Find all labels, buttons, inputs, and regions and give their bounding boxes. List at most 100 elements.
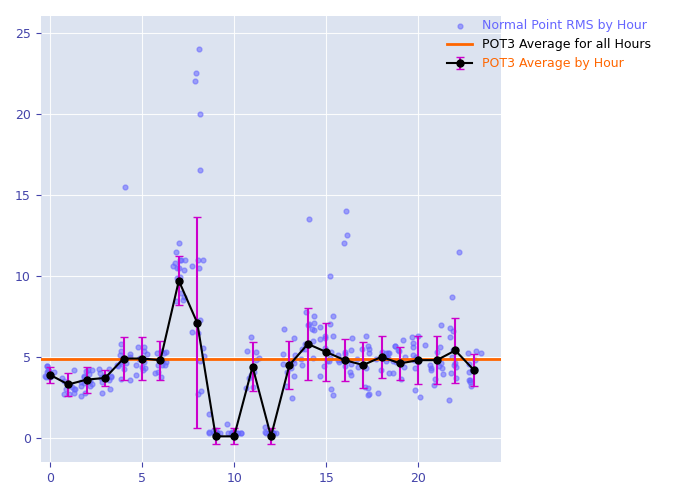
Normal Point RMS by Hour bbox=[324, 354, 335, 362]
Normal Point RMS by Hour bbox=[186, 328, 197, 336]
Normal Point RMS by Hour bbox=[278, 360, 289, 368]
Normal Point RMS by Hour bbox=[391, 358, 402, 366]
Normal Point RMS by Hour bbox=[121, 360, 132, 368]
Normal Point RMS by Hour bbox=[116, 340, 127, 348]
Normal Point RMS by Hour bbox=[375, 366, 386, 374]
Normal Point RMS by Hour bbox=[425, 366, 436, 374]
Normal Point RMS by Hour bbox=[209, 429, 220, 437]
Normal Point RMS by Hour bbox=[346, 360, 357, 368]
Normal Point RMS by Hour bbox=[265, 429, 276, 437]
Normal Point RMS by Hour bbox=[470, 346, 482, 354]
Normal Point RMS by Hour bbox=[363, 392, 374, 400]
Normal Point RMS by Hour bbox=[190, 78, 201, 86]
Normal Point RMS by Hour bbox=[351, 355, 363, 363]
Normal Point RMS by Hour bbox=[66, 383, 78, 391]
Normal Point RMS by Hour bbox=[340, 207, 351, 215]
Normal Point RMS by Hour bbox=[172, 274, 183, 281]
Normal Point RMS by Hour bbox=[289, 351, 300, 359]
Normal Point RMS by Hour bbox=[344, 368, 356, 376]
Normal Point RMS by Hour bbox=[193, 45, 204, 53]
Normal Point RMS by Hour bbox=[286, 394, 297, 402]
Normal Point RMS by Hour bbox=[321, 357, 332, 365]
Normal Point RMS by Hour bbox=[241, 347, 253, 355]
Normal Point RMS by Hour bbox=[297, 345, 308, 353]
Normal Point RMS by Hour bbox=[324, 272, 335, 280]
Normal Point RMS by Hour bbox=[340, 350, 351, 358]
Normal Point RMS by Hour bbox=[228, 429, 239, 437]
Normal Point RMS by Hour bbox=[326, 384, 337, 392]
Normal Point RMS by Hour bbox=[446, 292, 457, 300]
Normal Point RMS by Hour bbox=[356, 344, 368, 352]
Normal Point RMS by Hour bbox=[138, 348, 149, 356]
Normal Point RMS by Hour bbox=[426, 364, 437, 372]
Normal Point RMS by Hour bbox=[360, 332, 371, 340]
Normal Point RMS by Hour bbox=[229, 429, 240, 437]
Normal Point RMS by Hour bbox=[204, 428, 215, 436]
Normal Point RMS by Hour bbox=[173, 240, 184, 248]
Normal Point RMS by Hour bbox=[170, 248, 181, 256]
Normal Point RMS by Hour bbox=[328, 312, 339, 320]
Normal Point RMS by Hour bbox=[425, 361, 436, 369]
Normal Point RMS by Hour bbox=[363, 390, 374, 398]
Normal Point RMS by Hour bbox=[192, 256, 203, 264]
Normal Point RMS by Hour bbox=[360, 364, 372, 372]
Normal Point RMS by Hour bbox=[362, 384, 373, 392]
Normal Point RMS by Hour bbox=[447, 346, 458, 354]
Normal Point RMS by Hour bbox=[204, 429, 215, 437]
Normal Point RMS by Hour bbox=[42, 366, 53, 374]
Normal Point RMS by Hour bbox=[279, 324, 290, 332]
Normal Point RMS by Hour bbox=[132, 343, 144, 351]
Normal Point RMS by Hour bbox=[193, 329, 204, 337]
Normal Point RMS by Hour bbox=[446, 369, 457, 377]
Normal Point RMS by Hour bbox=[235, 428, 246, 436]
Normal Point RMS by Hour bbox=[157, 362, 168, 370]
POT3 Average for all Hours bbox=[46, 356, 54, 362]
Normal Point RMS by Hour bbox=[398, 363, 409, 371]
Normal Point RMS by Hour bbox=[395, 375, 407, 383]
Normal Point RMS by Hour bbox=[454, 248, 465, 256]
Normal Point RMS by Hour bbox=[97, 389, 108, 397]
Normal Point RMS by Hour bbox=[43, 374, 55, 382]
Normal Point RMS by Hour bbox=[408, 356, 419, 364]
Normal Point RMS by Hour bbox=[63, 390, 74, 398]
Normal Point RMS by Hour bbox=[160, 358, 172, 366]
Normal Point RMS by Hour bbox=[433, 362, 444, 370]
Normal Point RMS by Hour bbox=[325, 320, 336, 328]
Normal Point RMS by Hour bbox=[450, 374, 461, 382]
Normal Point RMS by Hour bbox=[267, 429, 279, 437]
Legend: Normal Point RMS by Hour, POT3 Average for all Hours, POT3 Average by Hour: Normal Point RMS by Hour, POT3 Average f… bbox=[442, 14, 657, 76]
Normal Point RMS by Hour bbox=[328, 332, 339, 340]
Normal Point RMS by Hour bbox=[412, 332, 423, 340]
Normal Point RMS by Hour bbox=[309, 320, 320, 328]
Normal Point RMS by Hour bbox=[319, 334, 330, 342]
Normal Point RMS by Hour bbox=[287, 356, 298, 364]
Normal Point RMS by Hour bbox=[170, 298, 181, 306]
Normal Point RMS by Hour bbox=[388, 369, 399, 377]
Normal Point RMS by Hour bbox=[151, 349, 162, 357]
Normal Point RMS by Hour bbox=[63, 380, 74, 388]
Normal Point RMS by Hour bbox=[465, 382, 476, 390]
Normal Point RMS by Hour bbox=[119, 182, 130, 190]
Normal Point RMS by Hour bbox=[281, 382, 292, 390]
Normal Point RMS by Hour bbox=[175, 290, 186, 298]
Normal Point RMS by Hour bbox=[353, 363, 364, 371]
Normal Point RMS by Hour bbox=[444, 324, 456, 332]
Normal Point RMS by Hour bbox=[134, 354, 145, 362]
Normal Point RMS by Hour bbox=[172, 264, 183, 272]
Normal Point RMS by Hour bbox=[383, 369, 394, 377]
Normal Point RMS by Hour bbox=[315, 372, 326, 380]
Normal Point RMS by Hour bbox=[463, 368, 475, 376]
Normal Point RMS by Hour bbox=[69, 385, 80, 393]
Normal Point RMS by Hour bbox=[463, 376, 475, 384]
Normal Point RMS by Hour bbox=[340, 362, 351, 370]
Normal Point RMS by Hour bbox=[382, 349, 393, 357]
Normal Point RMS by Hour bbox=[155, 348, 167, 356]
Normal Point RMS by Hour bbox=[80, 367, 92, 375]
Normal Point RMS by Hour bbox=[232, 429, 244, 437]
Normal Point RMS by Hour bbox=[300, 346, 311, 354]
Normal Point RMS by Hour bbox=[139, 343, 150, 351]
Normal Point RMS by Hour bbox=[323, 357, 335, 365]
Normal Point RMS by Hour bbox=[222, 420, 233, 428]
Normal Point RMS by Hour bbox=[447, 327, 458, 335]
Normal Point RMS by Hour bbox=[75, 392, 86, 400]
